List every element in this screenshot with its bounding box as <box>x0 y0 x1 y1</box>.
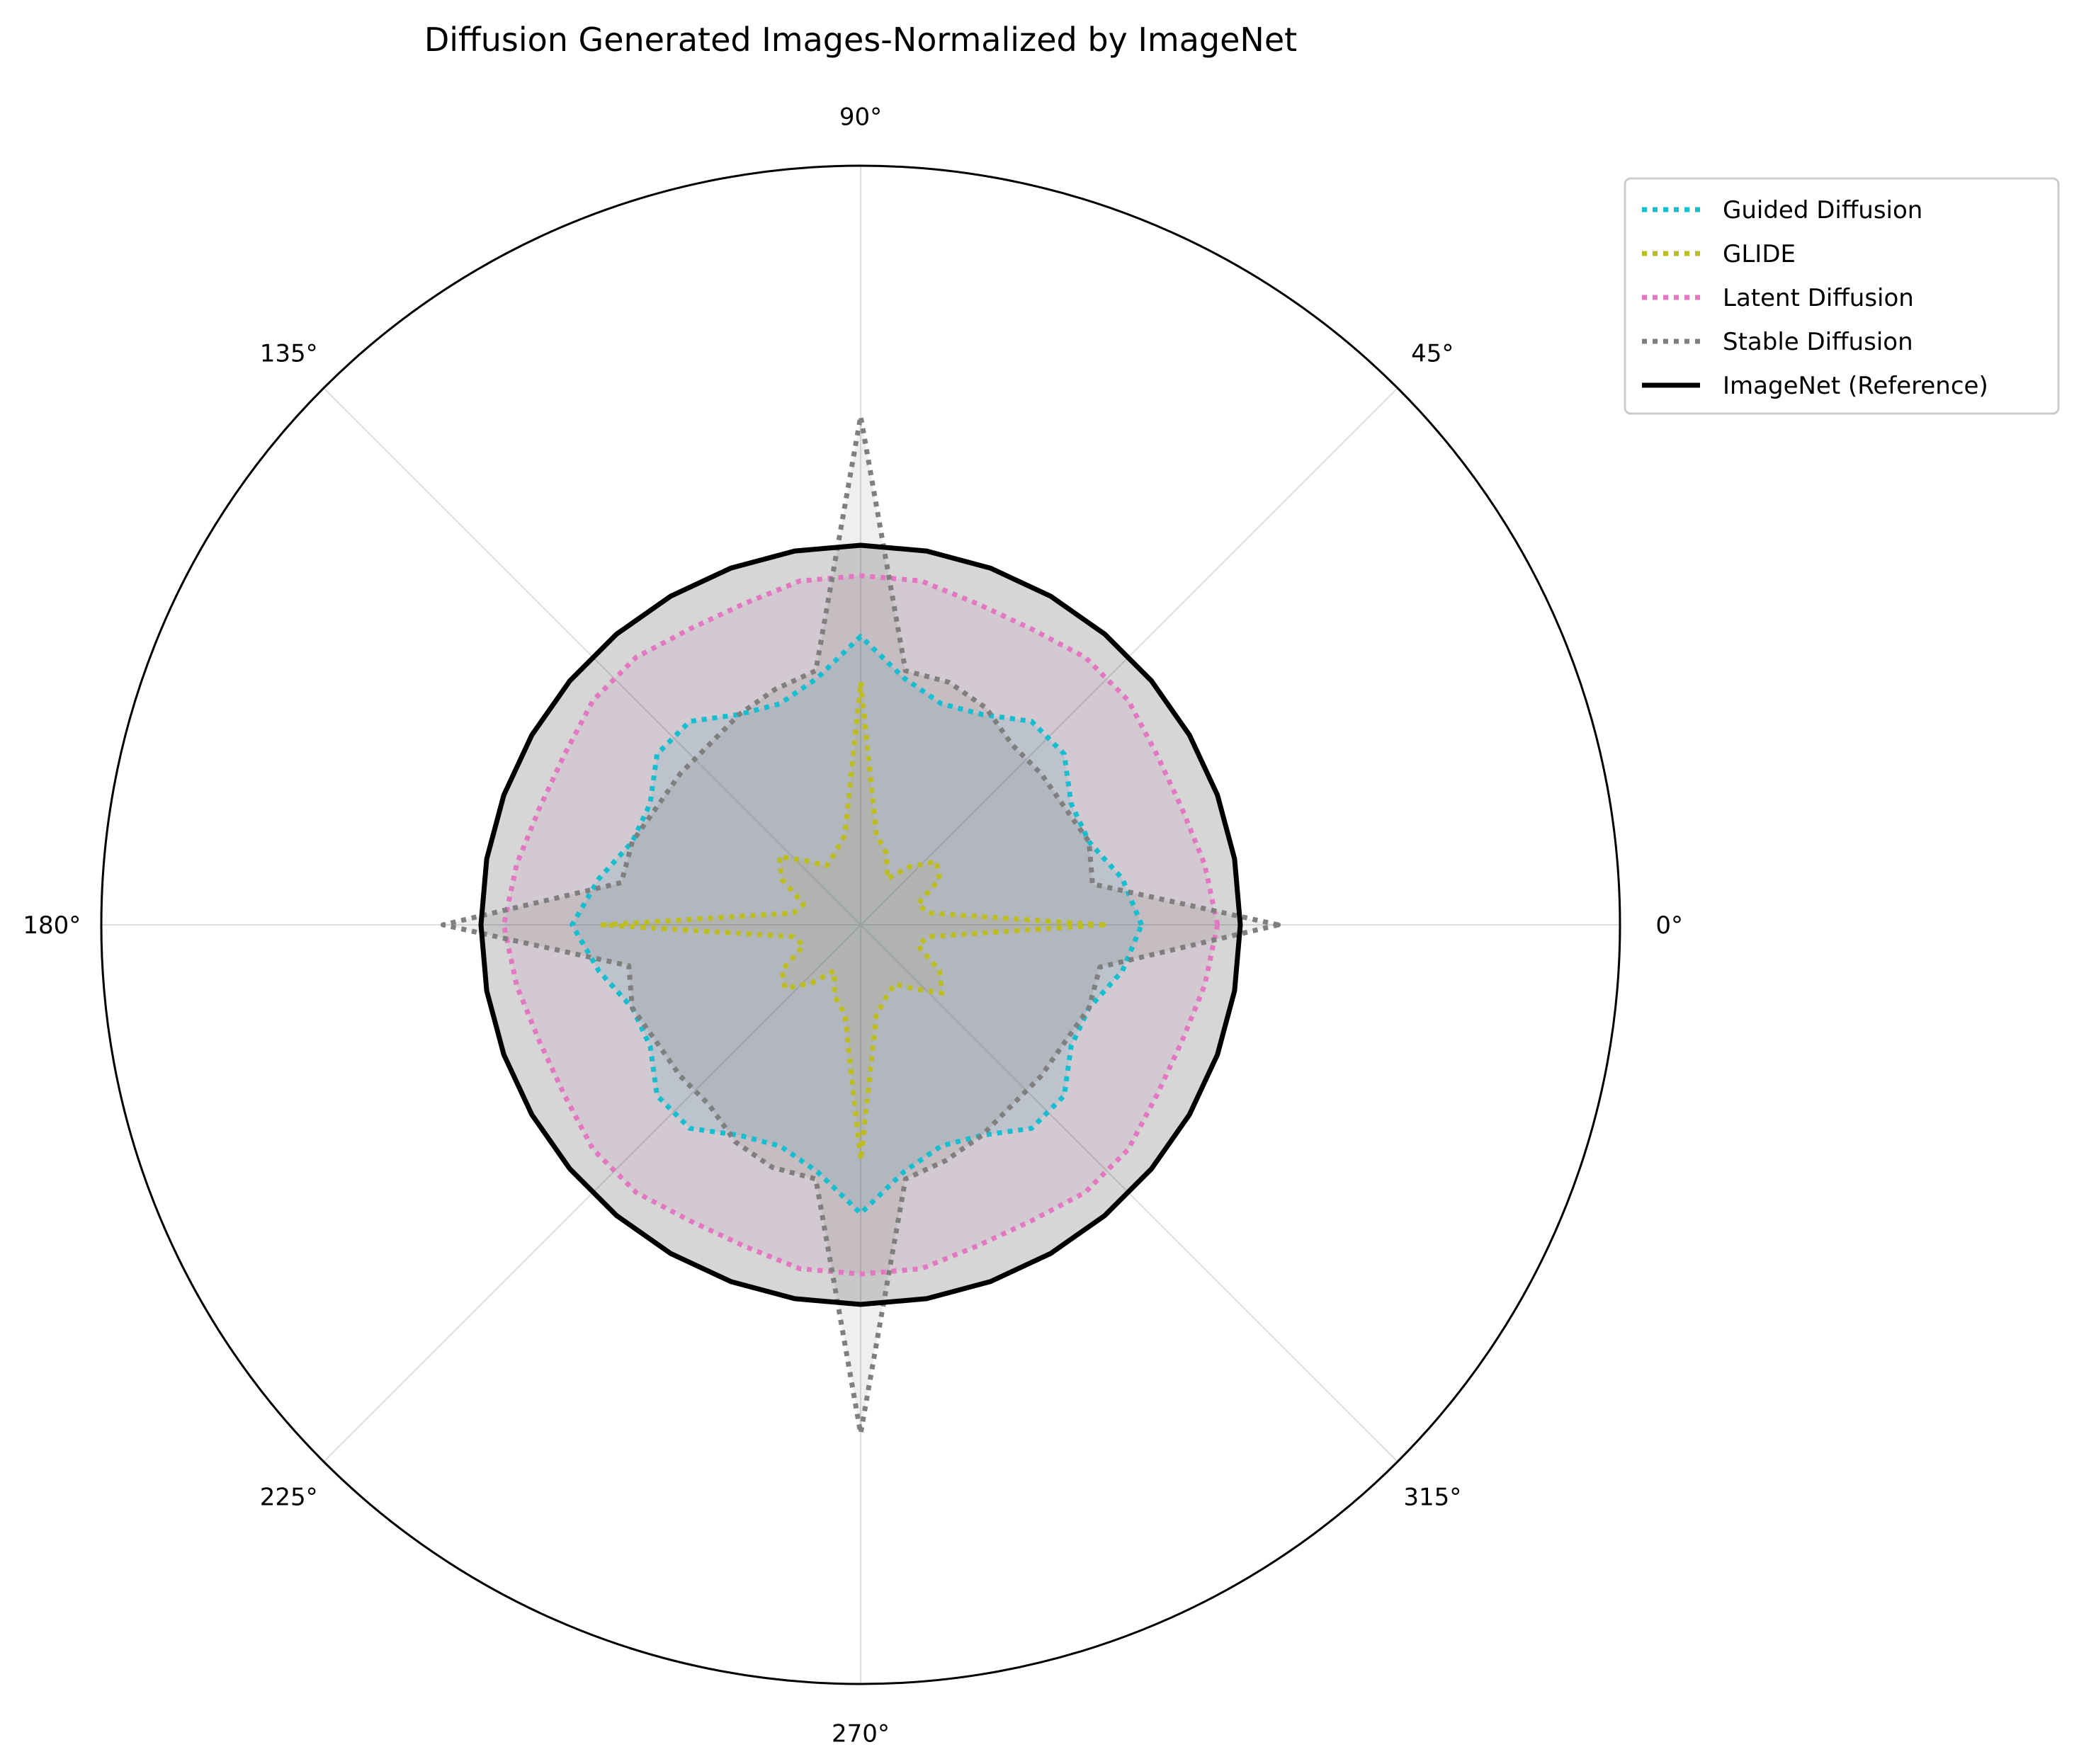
angular-tick-label: 315° <box>1403 1483 1461 1511</box>
angular-tick-labels: 0° 45° 90° 135° 180° 225° 270° 315° <box>23 103 1683 1748</box>
series-line-1 <box>600 679 1106 1163</box>
series-line-0 <box>570 634 1145 1216</box>
series-fill-2 <box>504 575 1218 1275</box>
angular-tick-label: 225° <box>260 1483 318 1511</box>
angular-tick-label: 90° <box>839 103 882 131</box>
legend-label: Latent Diffusion <box>1723 284 1914 312</box>
angular-tick-label: 45° <box>1411 340 1454 368</box>
angular-tick-label: 135° <box>260 340 318 368</box>
series-fills <box>443 416 1279 1434</box>
series-line-2 <box>501 573 1220 1277</box>
series-lines <box>440 414 1281 1436</box>
series-line-4 <box>478 542 1243 1307</box>
angular-tick-label: 180° <box>23 911 81 940</box>
legend-label: ImageNet (Reference) <box>1723 372 1988 400</box>
angular-tick-label: 270° <box>832 1720 890 1748</box>
legend-label: Guided Diffusion <box>1723 196 1922 224</box>
series-fill-3 <box>443 416 1279 1434</box>
angular-tick-label: 0° <box>1655 911 1683 940</box>
series-fill-4 <box>481 545 1240 1304</box>
legend-box <box>1624 177 2060 415</box>
series-fill-1 <box>602 682 1104 1161</box>
legend: Guided Diffusion GLIDE Latent Diffusion Sta… <box>1624 177 2060 415</box>
legend-label: GLIDE <box>1723 240 1796 268</box>
series-fill-0 <box>572 636 1142 1214</box>
polar-frame <box>100 164 1621 1685</box>
chart-title: Diffusion Generated Images-Normalized by… <box>424 21 1297 59</box>
legend-label: Stable Diffusion <box>1723 328 1913 356</box>
series-line-3 <box>440 414 1281 1436</box>
